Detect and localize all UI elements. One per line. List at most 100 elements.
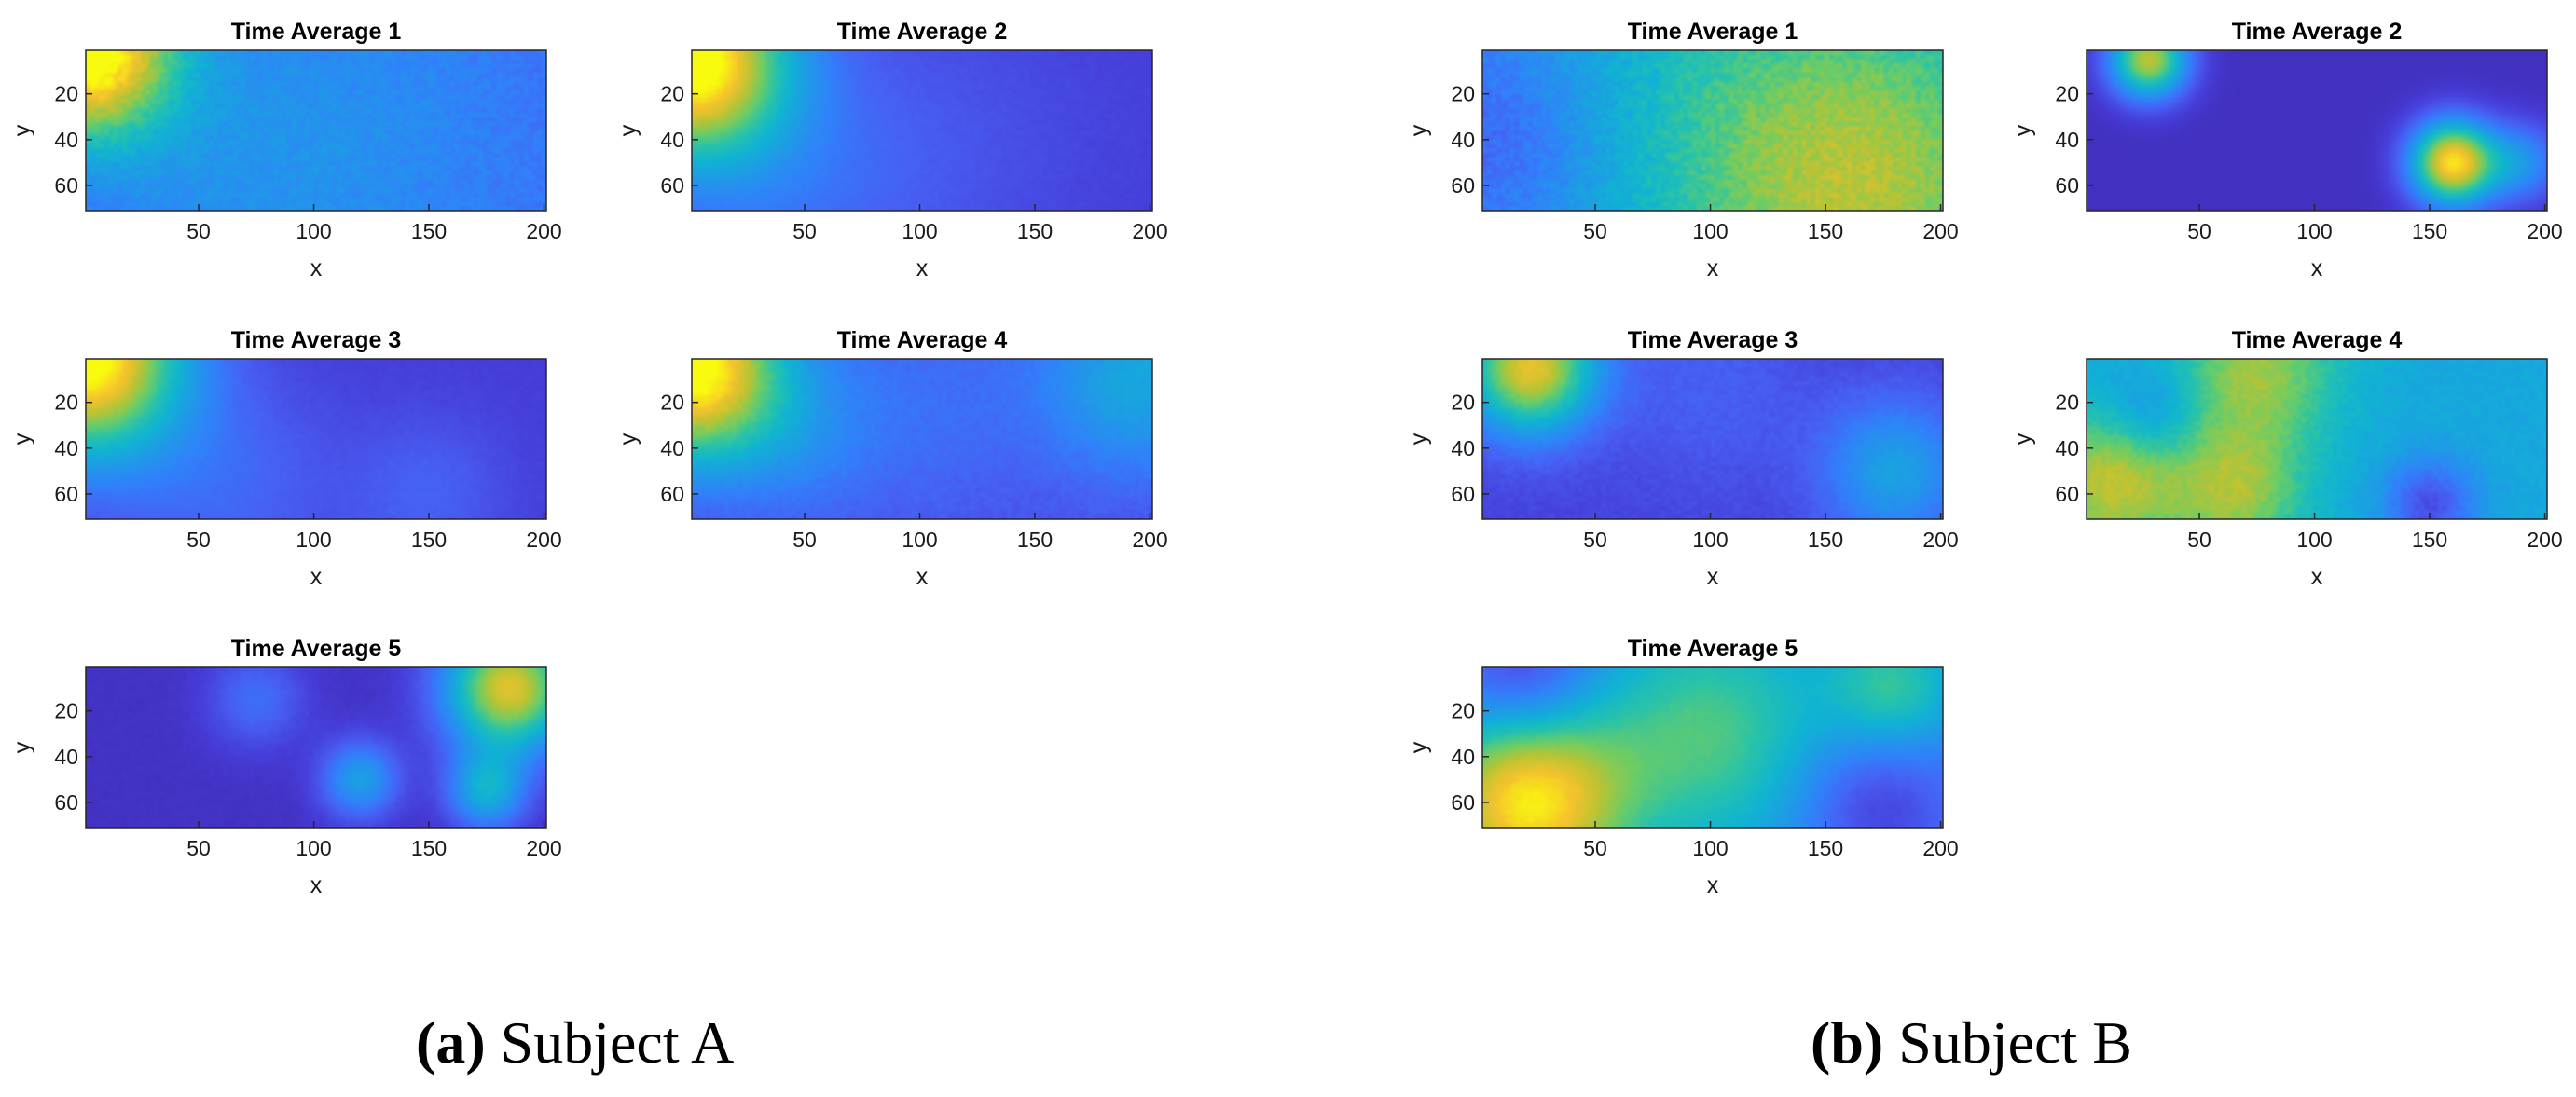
y-axis-label: y — [615, 124, 641, 136]
caption-subject-a: (a) Subject A — [416, 1008, 734, 1077]
plot-frame — [1481, 358, 1944, 520]
x-tick-label: 150 — [411, 836, 447, 860]
x-tick-label: 200 — [1132, 219, 1167, 243]
plot-frame — [85, 49, 547, 212]
panel-title: Time Average 1 — [231, 19, 402, 45]
y-tick-label: 40 — [2055, 436, 2079, 460]
heatmap-image — [86, 359, 546, 519]
plot-frame — [691, 358, 1153, 520]
y-tick-label: 60 — [2055, 173, 2079, 198]
x-tick-label: 50 — [792, 219, 817, 243]
plot-frame — [85, 358, 547, 520]
y-tick-label: 60 — [1451, 482, 1475, 506]
y-tick-label: 20 — [2055, 82, 2079, 106]
y-tick-label: 40 — [54, 745, 78, 769]
plot-frame — [2086, 358, 2548, 520]
panel-title: Time Average 3 — [1628, 327, 1798, 353]
x-axis-label: x — [916, 255, 929, 281]
heatmap-panel: Time Average 2 50 100 150 200 20 40 60 x y — [615, 19, 1168, 281]
heatmap-panel: Time Average 3 50 100 150 200 20 40 60 x y — [1406, 327, 1959, 590]
y-tick-label: 60 — [660, 482, 684, 506]
heatmap-panel: Time Average 1 50 100 150 200 20 40 60 x y — [1406, 19, 1959, 281]
heatmap-image — [2087, 50, 2547, 211]
x-axis-label: x — [916, 564, 929, 590]
panel-title: Time Average 3 — [231, 327, 402, 353]
y-tick-label: 40 — [54, 128, 78, 152]
x-tick-label: 200 — [526, 219, 561, 243]
heatmap-image — [692, 359, 1152, 519]
x-tick-label: 200 — [526, 836, 561, 860]
x-tick-label: 150 — [2412, 219, 2447, 243]
x-tick-label: 150 — [1017, 528, 1053, 552]
y-tick-label: 60 — [2055, 482, 2079, 506]
y-tick-label: 20 — [1451, 82, 1475, 106]
panel-title: Time Average 1 — [1628, 19, 1798, 45]
x-tick-label: 200 — [1922, 219, 1958, 243]
y-tick-label: 40 — [1451, 436, 1475, 460]
heatmap-image — [86, 50, 546, 211]
y-axis-label: y — [9, 432, 35, 445]
x-tick-label: 100 — [296, 836, 331, 860]
heatmap-image — [692, 50, 1152, 211]
x-axis-label: x — [310, 255, 323, 281]
x-tick-label: 100 — [296, 219, 331, 243]
heatmap-panel: Time Average 5 50 100 150 200 20 40 60 x y — [9, 636, 562, 898]
y-axis-label: y — [9, 741, 35, 753]
plot-frame — [85, 666, 547, 829]
x-axis-label: x — [1707, 255, 1719, 281]
y-tick-label: 20 — [54, 391, 78, 415]
panel-title: Time Average 4 — [2232, 327, 2403, 353]
x-tick-label: 50 — [186, 219, 211, 243]
x-tick-label: 50 — [186, 836, 211, 860]
panel-title: Time Average 2 — [2232, 19, 2403, 45]
x-tick-label: 150 — [411, 219, 447, 243]
plot-frame — [691, 49, 1153, 212]
panel-title: Time Average 2 — [837, 19, 1008, 45]
heatmap-panel: Time Average 4 50 100 150 200 20 40 60 x y — [615, 327, 1168, 590]
x-tick-label: 150 — [1808, 528, 1843, 552]
plot-frame — [1481, 666, 1944, 829]
x-axis-label: x — [1707, 872, 1719, 898]
y-tick-label: 60 — [1451, 173, 1475, 198]
y-tick-label: 60 — [660, 173, 684, 198]
heatmap-image — [1482, 50, 1943, 211]
x-tick-label: 200 — [1922, 836, 1958, 860]
plot-frame — [2086, 49, 2548, 212]
y-tick-label: 40 — [1451, 128, 1475, 152]
y-tick-label: 20 — [660, 82, 684, 106]
heatmap-panel: Time Average 5 50 100 150 200 20 40 60 x y — [1406, 636, 1959, 898]
x-tick-label: 150 — [2412, 528, 2447, 552]
y-tick-label: 40 — [660, 128, 684, 152]
panel-title: Time Average 5 — [231, 636, 402, 662]
y-tick-label: 20 — [660, 391, 684, 415]
x-tick-label: 50 — [1583, 219, 1607, 243]
x-tick-label: 50 — [1583, 836, 1607, 860]
y-axis-label: y — [1406, 741, 1432, 753]
heatmap-image — [1482, 667, 1943, 828]
y-tick-label: 40 — [2055, 128, 2079, 152]
x-tick-label: 100 — [902, 219, 937, 243]
x-tick-label: 50 — [1583, 528, 1607, 552]
y-axis-label: y — [2010, 432, 2036, 445]
caption-letter: (a) — [416, 1009, 486, 1076]
x-tick-label: 50 — [2187, 219, 2211, 243]
y-tick-label: 20 — [54, 82, 78, 106]
x-tick-label: 50 — [792, 528, 817, 552]
heatmap-panel: Time Average 4 50 100 150 200 20 40 60 x y — [2010, 327, 2563, 590]
y-axis-label: y — [9, 124, 35, 136]
x-axis-label: x — [2311, 564, 2323, 590]
x-axis-label: x — [310, 564, 323, 590]
y-tick-label: 40 — [660, 436, 684, 460]
y-tick-label: 20 — [2055, 391, 2079, 415]
y-tick-label: 20 — [1451, 391, 1475, 415]
caption-text: Subject B — [1898, 1009, 2132, 1076]
heatmap-panel: Time Average 1 50 100 150 200 20 40 60 x y — [9, 19, 562, 281]
x-tick-label: 150 — [411, 528, 447, 552]
heatmap-panel: Time Average 2 50 100 150 200 20 40 60 x y — [2010, 19, 2563, 281]
y-tick-label: 60 — [54, 790, 78, 815]
caption-subject-b: (b) Subject B — [1811, 1008, 2132, 1077]
y-tick-label: 40 — [54, 436, 78, 460]
y-tick-label: 40 — [1451, 745, 1475, 769]
x-axis-label: x — [1707, 564, 1719, 590]
x-tick-label: 200 — [526, 528, 561, 552]
